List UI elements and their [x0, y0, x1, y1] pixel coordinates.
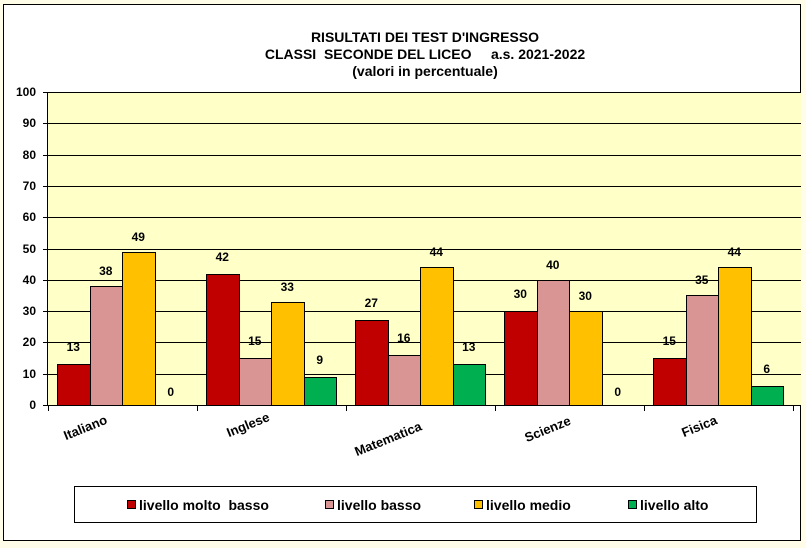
bar — [271, 301, 305, 406]
y-tick-label: 90 — [22, 116, 36, 130]
y-tick-label: 30 — [22, 304, 36, 318]
x-tick — [644, 405, 645, 411]
y-tick — [43, 217, 48, 218]
data-label: 44 — [429, 245, 443, 260]
y-tick-label: 60 — [22, 210, 36, 224]
data-label: 44 — [727, 245, 741, 260]
data-label: 9 — [316, 352, 324, 367]
gridline — [48, 123, 801, 124]
gridline — [48, 155, 801, 156]
y-tick — [43, 186, 48, 187]
y-tick — [43, 342, 48, 343]
legend: livello molto basso livello basso livell… — [74, 486, 757, 523]
chart-subtitle-units: (valori in percentuale) — [352, 63, 498, 79]
legend-item-basso: livello basso — [325, 497, 421, 513]
x-tick — [48, 405, 49, 411]
data-label: 49 — [131, 229, 145, 244]
bar — [653, 358, 687, 406]
legend-item-molto-basso: livello molto basso — [127, 497, 269, 513]
data-label: 15 — [662, 334, 676, 349]
y-tick — [43, 92, 48, 93]
bar — [57, 364, 91, 406]
bar — [355, 320, 389, 406]
data-label: 33 — [280, 279, 294, 294]
legend-swatch-pink — [325, 500, 334, 509]
y-tick — [43, 405, 48, 406]
bar — [206, 273, 240, 406]
gridline — [48, 186, 801, 187]
bar — [504, 311, 538, 406]
chart-title-block: RISULTATI DEI TEST D'INGRESSO CLASSI SEC… — [0, 29, 806, 80]
data-label: 35 — [695, 273, 709, 288]
data-label: 30 — [578, 289, 592, 304]
data-label: 13 — [66, 340, 80, 355]
bar — [569, 311, 603, 406]
gridline — [48, 249, 801, 250]
data-label: 6 — [763, 362, 771, 377]
x-tick — [346, 405, 347, 411]
gridline — [48, 217, 801, 218]
bar — [122, 251, 156, 406]
bar — [420, 267, 454, 406]
data-label: 42 — [215, 249, 229, 264]
bar — [238, 358, 272, 406]
y-tick — [43, 249, 48, 250]
y-tick — [43, 311, 48, 312]
data-label: 38 — [99, 264, 113, 279]
y-tick-label: 70 — [22, 179, 36, 193]
data-label: 13 — [462, 340, 476, 355]
chart-title: RISULTATI DEI TEST D'INGRESSO — [310, 29, 540, 45]
y-tick-label: 50 — [22, 242, 36, 256]
y-tick-label: 80 — [22, 148, 36, 162]
chart-subtitle: CLASSI SECONDE DEL LICEO a.s. 2021-2022 — [264, 46, 586, 62]
bar — [303, 376, 337, 406]
y-tick — [43, 155, 48, 156]
gridline — [48, 92, 801, 93]
bar — [452, 364, 486, 406]
bar — [750, 386, 784, 406]
y-tick — [43, 374, 48, 375]
data-label: 0 — [614, 385, 622, 399]
x-tick — [197, 405, 198, 411]
legend-item-medio: livello medio — [474, 497, 571, 513]
y-tick — [43, 280, 48, 281]
bar — [718, 267, 752, 406]
data-label: 40 — [546, 257, 560, 272]
data-label: 16 — [397, 330, 411, 345]
x-tick — [495, 405, 496, 411]
y-tick-label: 100 — [15, 85, 36, 99]
x-tick — [793, 405, 794, 411]
y-tick — [43, 123, 48, 124]
data-label: 27 — [364, 296, 378, 311]
legend-item-alto: livello alto — [628, 497, 708, 513]
legend-swatch-green — [628, 500, 637, 509]
data-label: 15 — [248, 334, 262, 349]
y-tick-label: 0 — [29, 398, 36, 412]
y-tick-label: 40 — [22, 273, 36, 287]
bar — [387, 354, 421, 406]
y-tick-label: 10 — [22, 367, 36, 381]
bar — [685, 295, 719, 406]
data-label: 30 — [513, 287, 527, 302]
data-label: 0 — [167, 385, 175, 399]
bar — [89, 286, 123, 406]
legend-swatch-red — [127, 500, 136, 509]
y-tick-label: 20 — [22, 335, 36, 349]
legend-swatch-yellow — [474, 500, 483, 509]
